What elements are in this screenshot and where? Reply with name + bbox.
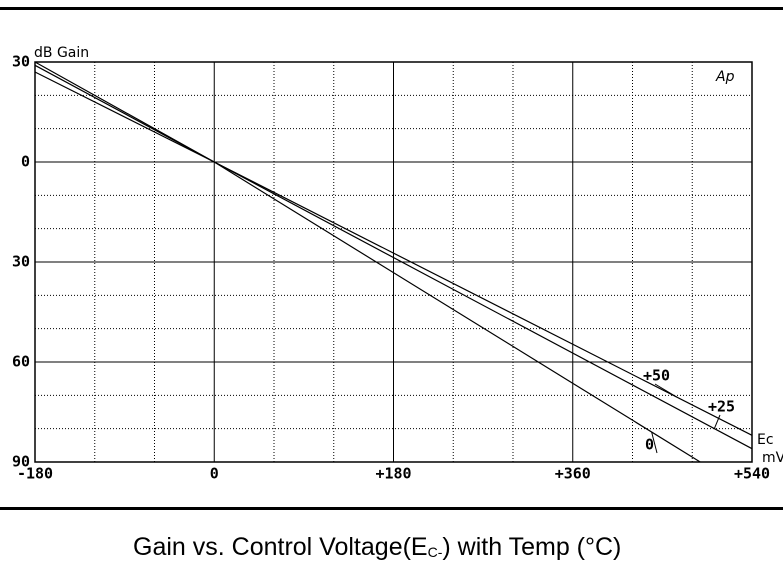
caption-end: ) with Temp (°C) bbox=[442, 533, 621, 561]
y-axis-label: dB Gain bbox=[34, 45, 89, 61]
x-axis-label: Ec bbox=[757, 432, 774, 448]
series-label: 0 bbox=[645, 436, 654, 454]
label-leader bbox=[654, 383, 677, 398]
y-tick-label: 0 bbox=[21, 153, 30, 171]
x-axis-unit: mV bbox=[762, 450, 783, 466]
bottom-rule bbox=[0, 507, 783, 510]
y-tick-label: 60 bbox=[12, 353, 30, 371]
series-label: +25 bbox=[708, 398, 735, 416]
top-rule bbox=[0, 7, 783, 10]
x-tick-label: +360 bbox=[555, 465, 591, 483]
label-leader bbox=[651, 431, 658, 454]
series-line bbox=[34, 71, 753, 436]
x-tick-label: +540 bbox=[734, 465, 770, 483]
x-tick-label: +180 bbox=[375, 465, 411, 483]
y-tick-label: 30 bbox=[12, 253, 30, 271]
y-tick-label: 90 bbox=[12, 453, 30, 471]
caption-sub: C- bbox=[428, 544, 443, 560]
caption-main: Gain vs. Control Voltage(E bbox=[133, 533, 428, 561]
caption: Gain vs. Control Voltage(EC-) with Temp … bbox=[133, 533, 621, 561]
plot-frame bbox=[34, 61, 753, 463]
x-tick-label: 0 bbox=[210, 465, 219, 483]
series-label: +50 bbox=[643, 367, 670, 385]
label-leader bbox=[713, 414, 721, 429]
y-tick-label: 30 bbox=[12, 53, 30, 71]
x-tick-label: -180 bbox=[17, 465, 53, 483]
annotation: Ap bbox=[715, 69, 735, 85]
